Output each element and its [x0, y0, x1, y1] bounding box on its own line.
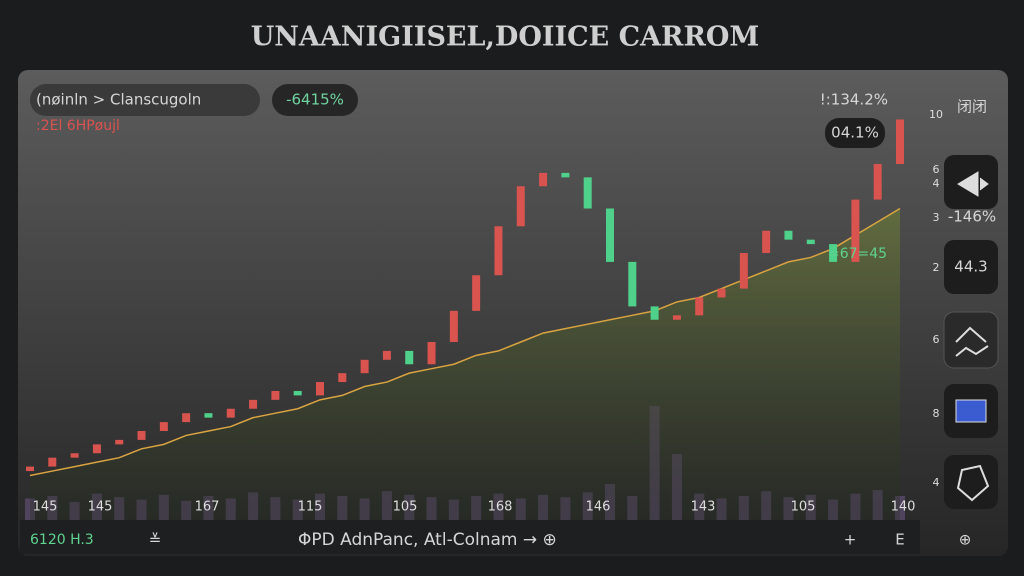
- candle: [851, 199, 860, 262]
- candle: [806, 239, 815, 245]
- chart: [25, 119, 905, 520]
- x-label: 145: [33, 500, 58, 515]
- candle: [606, 208, 614, 262]
- candle: [427, 342, 436, 365]
- button-price[interactable]: [944, 240, 998, 294]
- icon: [955, 326, 989, 357]
- candle: [472, 275, 481, 311]
- candle: [739, 253, 748, 289]
- footer-plus[interactable]: +: [844, 531, 857, 549]
- candle: [249, 399, 258, 409]
- candle: [650, 306, 659, 320]
- change-badge: -6415%: [286, 91, 344, 109]
- axis-label: 6: [933, 333, 940, 346]
- overlay-label: =67=45: [828, 246, 887, 262]
- price-button[interactable]: 44.3: [954, 258, 987, 276]
- top-right-value: !:134.2%: [820, 91, 888, 109]
- candle: [539, 172, 548, 187]
- candle: [717, 288, 726, 298]
- button-tag[interactable]: [944, 455, 998, 509]
- badge: [272, 84, 358, 116]
- candle: [115, 439, 124, 445]
- candle: [829, 244, 838, 262]
- footer-center[interactable]: ΦPD AdnPanc, Atl-Colnam → ⊕: [298, 530, 557, 550]
- candle: [494, 226, 503, 276]
- candle: [293, 390, 302, 396]
- candle: [561, 172, 570, 178]
- candle: [26, 466, 34, 472]
- footer-e[interactable]: E: [895, 531, 904, 549]
- x-label: 143: [691, 500, 716, 515]
- icon: [957, 171, 989, 197]
- button-wave[interactable]: [943, 311, 999, 369]
- candle: [695, 297, 704, 316]
- candle: [382, 350, 391, 360]
- candle: [405, 350, 414, 365]
- candle: [316, 382, 324, 396]
- candle: [92, 444, 101, 454]
- x-label: 115: [298, 500, 323, 515]
- candle: [48, 457, 57, 467]
- x-label: 146: [586, 500, 611, 515]
- candle: [896, 119, 904, 164]
- axis-label: 6: [933, 163, 940, 176]
- axis-label: 3: [933, 211, 940, 224]
- breadcrumb[interactable]: (nøinln > Clanscugoln: [36, 91, 201, 109]
- ma-line: [29, 207, 901, 477]
- axis-label: 10: [929, 108, 943, 121]
- last-badge: 04.1%: [831, 124, 879, 142]
- footer-left: 6120 H.3: [30, 532, 94, 548]
- x-label: 105: [393, 500, 418, 515]
- candle: [516, 186, 525, 227]
- candle: [784, 230, 793, 240]
- axis-label: 4: [933, 476, 940, 489]
- candle: [159, 422, 168, 431]
- icon: [955, 399, 987, 423]
- candle: [583, 177, 592, 209]
- candle: [762, 230, 771, 253]
- footer-icon[interactable]: ≚: [149, 531, 162, 549]
- title: UNAANIGIISEL,DOIICE CARROM: [251, 22, 760, 53]
- x-label: 145: [88, 500, 113, 515]
- candle: [873, 164, 882, 200]
- candle: [338, 373, 347, 383]
- axis-label: 8: [933, 407, 940, 420]
- x-label: 167: [195, 500, 220, 515]
- last-pill: [825, 118, 885, 148]
- breadcrumb-pill[interactable]: [30, 84, 260, 116]
- side-label: 闭闭: [957, 98, 987, 116]
- candle: [672, 315, 681, 320]
- icon: [956, 464, 990, 502]
- ma-area: [30, 208, 900, 520]
- x-label: 105: [791, 500, 816, 515]
- candle: [70, 453, 79, 458]
- sub-label: :2El 6HPøujl: [36, 118, 120, 134]
- candle: [628, 261, 637, 307]
- x-label: 168: [488, 500, 513, 515]
- candle: [182, 413, 191, 423]
- candle: [137, 431, 146, 440]
- x-label: 140: [891, 500, 916, 515]
- candle: [271, 390, 280, 400]
- candle: [449, 310, 458, 342]
- candle: [204, 413, 213, 418]
- axis-label: 2: [933, 261, 940, 274]
- axis-label: 4: [933, 177, 940, 190]
- toolbar: [20, 520, 920, 554]
- footer-pin[interactable]: ⊕: [959, 531, 972, 549]
- candle: [360, 359, 369, 374]
- candle: [226, 408, 235, 418]
- side-change: -146%: [948, 208, 996, 226]
